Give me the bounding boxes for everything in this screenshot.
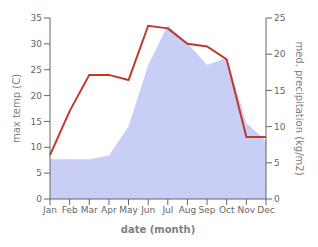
- svg-text:Sep: Sep: [199, 205, 216, 215]
- svg-text:15: 15: [31, 117, 42, 127]
- svg-text:25: 25: [31, 65, 42, 75]
- svg-text:Feb: Feb: [62, 205, 78, 215]
- svg-text:0: 0: [36, 194, 42, 204]
- svg-text:20: 20: [31, 91, 43, 101]
- svg-text:Oct: Oct: [219, 205, 235, 215]
- svg-text:10: 10: [31, 142, 43, 152]
- svg-text:Jun: Jun: [140, 205, 155, 215]
- svg-text:10: 10: [274, 122, 286, 132]
- svg-text:Aug: Aug: [179, 205, 197, 215]
- svg-text:5: 5: [274, 158, 280, 168]
- svg-text:med. precipitation (kg/m2): med. precipitation (kg/m2): [294, 41, 305, 175]
- svg-text:Nov: Nov: [238, 205, 256, 215]
- svg-text:date (month): date (month): [121, 224, 195, 235]
- svg-text:Apr: Apr: [101, 205, 117, 215]
- svg-text:25: 25: [274, 13, 285, 23]
- svg-text:Mar: Mar: [81, 205, 98, 215]
- svg-text:Jan: Jan: [42, 205, 57, 215]
- svg-text:20: 20: [274, 49, 286, 59]
- svg-text:May: May: [119, 205, 138, 215]
- svg-text:5: 5: [36, 168, 42, 178]
- svg-text:30: 30: [31, 39, 43, 49]
- svg-text:Dec: Dec: [257, 205, 274, 215]
- svg-text:15: 15: [274, 86, 285, 96]
- svg-text:Jul: Jul: [161, 205, 173, 215]
- svg-text:max temp (C): max temp (C): [11, 74, 22, 143]
- svg-text:0: 0: [274, 194, 280, 204]
- svg-text:35: 35: [31, 13, 42, 23]
